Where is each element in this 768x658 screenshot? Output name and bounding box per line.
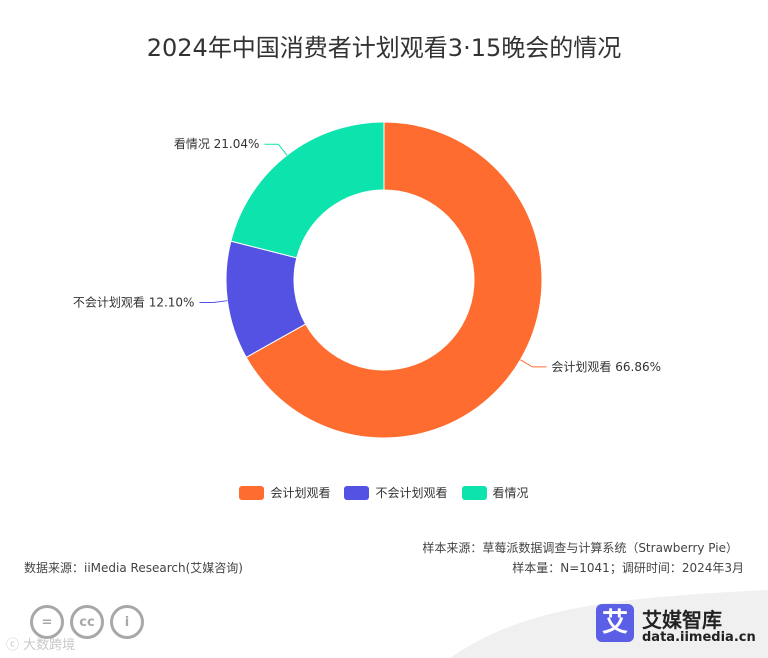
chart-legend: 会计划观看 不会计划观看 看情况	[0, 484, 768, 501]
label-depends: 看情况 21.04%	[174, 137, 260, 151]
legend-swatch	[344, 485, 370, 500]
legend-swatch	[239, 485, 265, 500]
chart-title: 2024年中国消费者计划观看3·15晚会的情况	[146, 34, 622, 62]
label-will-not-watch-line	[199, 300, 228, 304]
brand-logo-char: 艾	[601, 608, 628, 638]
sample-source: 样本来源：草莓派数据调查与计算系统（Strawberry Pie）	[422, 541, 738, 555]
legend-label: 看情况	[492, 486, 529, 500]
slice-will-watch[interactable]	[245, 121, 543, 439]
label-depends-line	[264, 143, 288, 156]
legend-label: 会计划观看	[270, 486, 331, 500]
label-will-watch-line	[520, 359, 547, 368]
brand-url: data.iimedia.cn	[642, 630, 756, 645]
slice-depends[interactable]	[230, 121, 385, 259]
brand-name: 艾媒智库	[642, 608, 722, 632]
legend-label: 不会计划观看	[375, 486, 448, 500]
legend-swatch	[461, 485, 487, 500]
donut-chart: 会计划观看 66.86% 不会计划观看 12.10% 看情况 21.04%	[73, 121, 661, 439]
data-source: 数据来源：iiMedia Research(艾媒咨询)	[24, 561, 243, 575]
sample-info: 样本量：N=1041；调研时间：2024年3月	[512, 561, 744, 575]
label-will-watch: 会计划观看 66.86%	[551, 360, 661, 374]
brand-logo-icon: 艾	[596, 604, 634, 642]
person-icon: i	[110, 605, 144, 639]
legend-item-depends[interactable]: 看情况	[461, 484, 529, 501]
equals-icon: =	[30, 605, 64, 639]
legend-item-will-watch[interactable]: 会计划观看	[239, 484, 330, 501]
label-will-not-watch: 不会计划观看 12.10%	[73, 296, 195, 310]
cc-icon: cc	[70, 605, 104, 639]
watermark: ⓒ 大数跨境	[6, 638, 76, 653]
legend-item-will-not-watch[interactable]: 不会计划观看	[344, 484, 448, 501]
